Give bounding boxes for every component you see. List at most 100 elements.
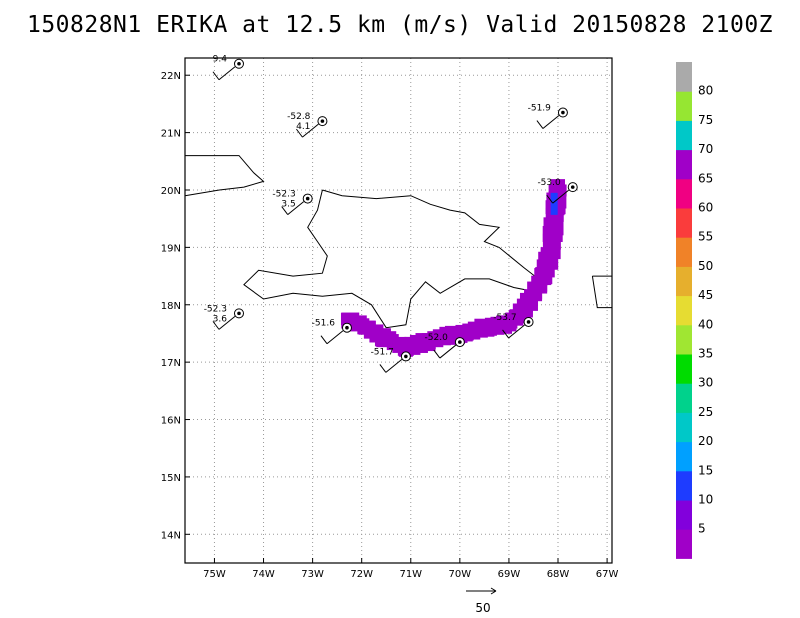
vector-scale: 50 xyxy=(466,587,497,615)
coastline xyxy=(591,276,612,309)
station-marker-dot xyxy=(237,61,241,66)
station-label: 3.5 xyxy=(281,200,295,210)
x-tick-label: 72W xyxy=(350,569,373,580)
colorbar-label: 65 xyxy=(698,171,713,185)
colorbar-label: 80 xyxy=(698,84,713,98)
colorbar-swatch xyxy=(676,208,692,238)
swath-cell-blue xyxy=(550,192,558,215)
wind-barb-flag xyxy=(212,321,220,330)
wind-barb-icon xyxy=(385,359,403,373)
colorbar-swatch xyxy=(676,354,692,384)
wind-barb-icon xyxy=(287,201,305,215)
wind-barb-flag xyxy=(536,120,544,129)
station-marker-dot xyxy=(237,311,241,316)
x-tick-label: 71W xyxy=(399,569,422,580)
x-tick-label: 69W xyxy=(498,569,521,580)
station-label: -51.9 xyxy=(528,104,552,114)
x-tick-label: 74W xyxy=(252,569,275,580)
colorbar-swatch xyxy=(676,441,692,472)
x-tick-label: 73W xyxy=(301,569,324,580)
colorbar-swatch xyxy=(676,324,692,355)
y-tick-label: 20N xyxy=(161,186,181,197)
coastline xyxy=(184,155,265,197)
colorbar-label: 10 xyxy=(698,493,713,507)
grid-lines xyxy=(185,58,612,563)
x-tick-label: 67W xyxy=(596,569,619,580)
colorbar-label: 55 xyxy=(698,230,713,244)
colorbar-label: 70 xyxy=(698,142,713,156)
wind-barb-flag xyxy=(320,335,328,345)
station-label: -52.3 xyxy=(204,304,227,314)
coastline xyxy=(243,189,540,329)
station-marker-dot xyxy=(404,354,408,359)
y-tick-label: 17N xyxy=(161,358,181,369)
station-label: 3.6 xyxy=(213,314,228,324)
colorbar-label: 20 xyxy=(698,434,713,448)
station-marker-dot xyxy=(570,185,575,189)
wind-barb-icon xyxy=(552,189,570,204)
wind-barb-icon xyxy=(508,324,525,339)
colorbar-swatch xyxy=(676,266,692,297)
y-tick-label: 14N xyxy=(161,530,181,541)
colorbar-swatch xyxy=(676,412,692,443)
y-tick-label: 22N xyxy=(161,71,181,82)
colorbar-label: 50 xyxy=(698,259,713,273)
colorbar-swatch xyxy=(676,149,692,180)
colorbar-swatch xyxy=(676,120,692,151)
scale-label: 50 xyxy=(475,601,490,615)
station-label: -51.7 xyxy=(371,347,394,357)
station-marker-dot xyxy=(458,340,462,344)
wind-barb-flag xyxy=(433,349,441,359)
colorbar-label: 75 xyxy=(698,113,713,127)
station-markers: 9.4-52.84.1-52.33.5-51.9-53.0-52.33.6 -51… xyxy=(204,55,578,373)
plot-frame xyxy=(184,57,613,564)
swath-cell xyxy=(551,179,566,196)
station-label: -53.7 xyxy=(493,313,516,323)
colorbar-swatch xyxy=(676,295,692,326)
station-label: -53.0 xyxy=(537,178,561,188)
wind-barb-flag xyxy=(379,364,387,373)
wind-swath xyxy=(340,179,567,357)
colorbar-label: 15 xyxy=(698,463,713,477)
colorbar-swatch xyxy=(676,500,692,530)
station-label: 4.1 xyxy=(296,122,310,132)
axis-ticks: 75W 74W 73W 72W 71W 70W 69W 68W 67W 14N 15N 16N 17N 1… xyxy=(161,71,619,580)
wind-barb-icon xyxy=(542,115,560,129)
x-tick-label: 75W xyxy=(203,569,226,580)
colorbar-label: 30 xyxy=(698,376,713,390)
station-marker-dot xyxy=(526,320,531,324)
y-tick-label: 16N xyxy=(161,416,181,427)
colorbar-swatch xyxy=(676,178,692,209)
colorbar-swatch xyxy=(676,237,692,267)
station-label: -52.8 xyxy=(287,112,311,122)
wind-barb-flag xyxy=(502,329,509,339)
colorbar-swatch xyxy=(676,470,692,501)
x-tick-label: 70W xyxy=(449,569,472,580)
wind-barb-icon xyxy=(439,344,457,359)
colorbar-label: 45 xyxy=(698,288,713,302)
colorbar-swatch xyxy=(676,91,692,121)
wind-barb-flag xyxy=(212,71,220,81)
station-label: 9.4 xyxy=(213,55,228,65)
y-tick-label: 15N xyxy=(161,473,181,484)
station-label: -52.3 xyxy=(272,190,295,200)
colorbar-label: 40 xyxy=(698,317,713,331)
colorbar-label: 5 xyxy=(698,522,706,536)
station-marker-dot xyxy=(561,110,565,115)
station-marker-dot xyxy=(345,325,349,330)
wind-barb-icon xyxy=(218,66,236,81)
scale-arrowhead-icon xyxy=(490,587,497,595)
colorbar-swatch xyxy=(676,529,692,559)
y-tick-label: 21N xyxy=(161,129,181,140)
chart-title: 150828N1 ERIKA at 12.5 km (m/s) Valid 20… xyxy=(26,12,774,38)
wind-barb-flag xyxy=(296,128,303,138)
coastlines xyxy=(184,155,612,329)
wind-barb-icon xyxy=(326,330,344,345)
colorbar-label: 35 xyxy=(698,347,713,361)
station-marker-dot xyxy=(320,119,325,123)
wind-barb-flag xyxy=(281,206,289,215)
station-marker-dot xyxy=(305,196,310,201)
wind-barb-flag xyxy=(546,194,554,204)
colorbar: 5 10 15 20 25 30 35 40 45 50 55 60 65 70 75 80 xyxy=(676,62,713,559)
